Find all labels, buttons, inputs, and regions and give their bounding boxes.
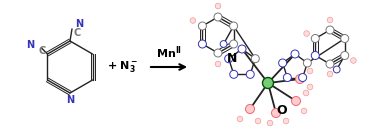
- Circle shape: [246, 70, 254, 78]
- Circle shape: [229, 40, 238, 48]
- Circle shape: [291, 97, 301, 105]
- Circle shape: [327, 17, 333, 23]
- Circle shape: [284, 74, 291, 82]
- Circle shape: [238, 45, 246, 53]
- Circle shape: [350, 58, 356, 63]
- Circle shape: [327, 71, 333, 77]
- Circle shape: [326, 26, 334, 34]
- Circle shape: [341, 51, 349, 60]
- Circle shape: [267, 120, 273, 126]
- Circle shape: [198, 40, 206, 48]
- Circle shape: [262, 77, 274, 89]
- Circle shape: [279, 59, 287, 67]
- Circle shape: [303, 90, 309, 96]
- Circle shape: [198, 22, 206, 30]
- Circle shape: [240, 47, 246, 52]
- Circle shape: [225, 55, 233, 63]
- Circle shape: [311, 51, 319, 60]
- Text: N: N: [75, 19, 83, 29]
- Circle shape: [299, 74, 307, 82]
- Circle shape: [220, 41, 227, 47]
- Circle shape: [301, 108, 307, 114]
- Circle shape: [296, 75, 305, 84]
- Circle shape: [255, 118, 261, 124]
- Circle shape: [215, 3, 221, 9]
- Text: O: O: [277, 104, 287, 117]
- Circle shape: [214, 13, 222, 21]
- Text: N: N: [66, 95, 74, 105]
- Text: C: C: [38, 46, 45, 56]
- Circle shape: [251, 55, 259, 63]
- Text: N: N: [26, 40, 35, 50]
- Circle shape: [215, 61, 221, 67]
- Circle shape: [230, 70, 238, 78]
- Circle shape: [333, 66, 340, 73]
- Text: C: C: [74, 28, 81, 38]
- Circle shape: [307, 84, 313, 90]
- Text: $\mathbf{+\ N_3^-}$: $\mathbf{+\ N_3^-}$: [107, 60, 139, 75]
- Circle shape: [283, 118, 289, 124]
- Circle shape: [271, 109, 280, 117]
- Circle shape: [214, 49, 222, 57]
- Text: N: N: [227, 51, 237, 65]
- Circle shape: [291, 50, 299, 58]
- Circle shape: [304, 59, 311, 67]
- Circle shape: [229, 22, 238, 30]
- Circle shape: [237, 116, 243, 122]
- Circle shape: [341, 35, 349, 43]
- Circle shape: [304, 31, 310, 36]
- Circle shape: [245, 104, 254, 114]
- Text: $\mathbf{Mn^{II}}$: $\mathbf{Mn^{II}}$: [156, 45, 182, 61]
- Circle shape: [311, 35, 319, 43]
- Circle shape: [326, 60, 334, 68]
- Circle shape: [307, 68, 313, 74]
- Circle shape: [190, 18, 196, 23]
